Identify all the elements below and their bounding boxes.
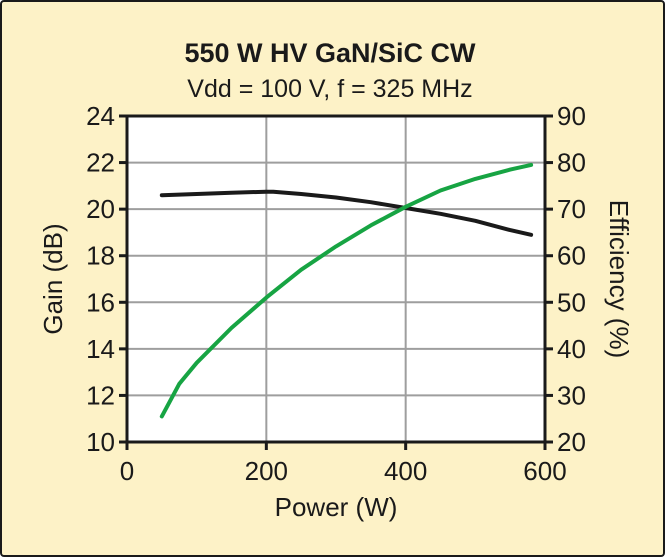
y-tick-label: 12	[86, 380, 115, 410]
y2-tick-label: 20	[557, 427, 586, 457]
plot-frame	[125, 114, 547, 444]
y-tick-label: 22	[86, 148, 115, 178]
x-axis-label: Power (W)	[275, 492, 398, 522]
grid-lines	[127, 116, 545, 442]
efficiency-series-line	[159, 162, 534, 419]
plot-area	[127, 116, 545, 442]
gain-series-line	[159, 189, 534, 237]
x-tick-label: 200	[245, 456, 288, 486]
y2-tick-label: 50	[557, 287, 586, 317]
chart-subtitle: Vdd = 100 V, f = 325 MHz	[187, 75, 472, 103]
y-axis-label: Gain (dB)	[38, 223, 68, 334]
y2-tick-label: 40	[557, 334, 586, 364]
y-tick-label: 20	[86, 194, 115, 224]
y2-tick-label: 70	[557, 194, 586, 224]
y2-tick-label: 80	[557, 148, 586, 178]
y2-axis-label: Efficiency (%)	[604, 200, 634, 358]
y2-tick-label: 60	[557, 241, 586, 271]
x-tick-label: 600	[523, 456, 566, 486]
y2-tick-label: 90	[557, 101, 586, 131]
y-tick-label: 24	[86, 101, 115, 131]
x-tick-label: 400	[384, 456, 427, 486]
y-tick-label: 10	[86, 427, 115, 457]
y-tick-label: 16	[86, 287, 115, 317]
tick-labels: 10 12 14 16 18 20 22 24 20 30 40 50 60 70 80 90 0 200 400 6…	[86, 101, 586, 486]
y-tick-label: 14	[86, 334, 115, 364]
chart-title: 550 W HV GaN/SiC CW	[184, 38, 476, 68]
y-tick-label: 18	[86, 241, 115, 271]
series-layer	[159, 162, 534, 419]
y2-tick-label: 30	[557, 380, 586, 410]
x-tick-label: 0	[120, 456, 134, 486]
tick-marks	[119, 114, 553, 450]
